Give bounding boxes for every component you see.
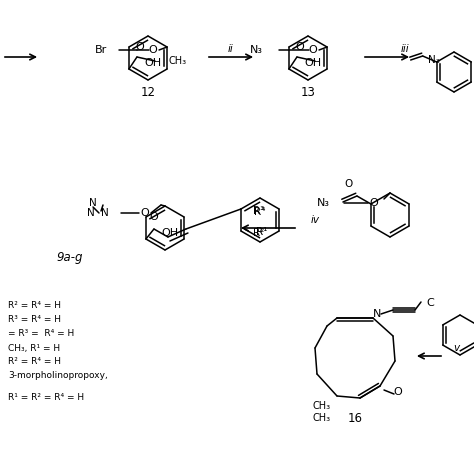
- Text: N: N: [101, 208, 109, 218]
- Text: O: O: [296, 42, 304, 52]
- Text: OH: OH: [145, 58, 162, 68]
- Text: C: C: [426, 298, 434, 308]
- Text: N₃: N₃: [428, 55, 440, 65]
- Text: CH₃: CH₃: [313, 401, 331, 411]
- Text: R³ = R⁴ = H: R³ = R⁴ = H: [8, 316, 61, 325]
- Text: R¹: R¹: [256, 227, 268, 237]
- Text: O: O: [136, 42, 144, 52]
- Text: O: O: [149, 45, 157, 55]
- Text: CH₃: CH₃: [169, 56, 187, 66]
- Text: R¹ = R² = R⁴ = H: R¹ = R² = R⁴ = H: [8, 393, 84, 402]
- Text: OH: OH: [162, 228, 179, 238]
- Text: N₃: N₃: [317, 198, 330, 208]
- Text: R²: R²: [253, 228, 264, 238]
- Text: 13: 13: [301, 85, 315, 99]
- Text: R³: R³: [253, 206, 264, 216]
- Text: iv: iv: [310, 215, 319, 225]
- Text: 16: 16: [347, 411, 363, 425]
- Text: iii: iii: [401, 44, 410, 54]
- Text: v: v: [453, 343, 459, 353]
- Text: N: N: [89, 198, 97, 208]
- Text: 3-morpholinopropoxy,: 3-morpholinopropoxy,: [8, 372, 108, 381]
- Text: O: O: [345, 179, 353, 189]
- Text: O: O: [309, 45, 318, 55]
- Text: N: N: [373, 309, 381, 319]
- Text: = R³ =  R⁴ = H: = R³ = R⁴ = H: [8, 329, 74, 338]
- Text: 12: 12: [140, 85, 155, 99]
- Text: O: O: [150, 212, 158, 222]
- Text: O: O: [370, 198, 378, 208]
- Text: R⁴: R⁴: [255, 207, 266, 217]
- Text: Br: Br: [95, 45, 107, 55]
- Text: CH₃, R¹ = H: CH₃, R¹ = H: [8, 344, 60, 353]
- Text: OH: OH: [304, 58, 322, 68]
- Text: N₃: N₃: [250, 45, 263, 55]
- Text: O: O: [141, 208, 149, 218]
- Text: R² = R⁴ = H: R² = R⁴ = H: [8, 357, 61, 366]
- Text: 9a-g: 9a-g: [57, 252, 83, 264]
- Text: O: O: [393, 387, 402, 397]
- Text: N: N: [87, 208, 95, 218]
- Text: CH₃: CH₃: [313, 413, 331, 423]
- Text: ii: ii: [228, 44, 234, 54]
- Text: R² = R⁴ = H: R² = R⁴ = H: [8, 301, 61, 310]
